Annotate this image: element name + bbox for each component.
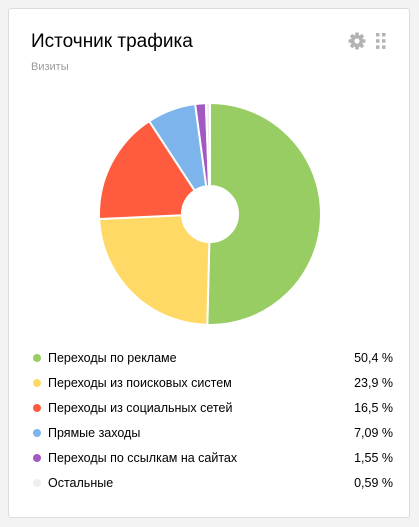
legend-label: Переходы по рекламе [48,351,177,365]
legend-swatch [33,429,41,437]
drag-grid-icon [376,33,386,49]
legend-item[interactable]: Переходы по рекламе 50,4 % [31,346,393,371]
legend-swatch [33,354,41,362]
pie-slice-5[interactable] [204,102,211,188]
legend-label: Переходы из социальных сетей [48,401,233,415]
legend-item[interactable]: Переходы из поисковых систем 23,9 % [31,371,393,396]
settings-button[interactable] [347,31,367,51]
legend-value: 1,55 % [354,451,393,465]
widget-subtitle: Визиты [31,61,69,73]
legend-value: 7,09 % [354,426,393,440]
legend-label: Переходы из поисковых систем [48,376,232,390]
widget-title: Источник трафика [31,31,193,52]
drag-handle[interactable] [375,31,387,51]
legend-item[interactable]: Переходы по ссылкам на сайтах 1,55 % [31,446,393,471]
legend-item[interactable]: Остальные 0,59 % [31,471,393,496]
legend-label: Переходы по ссылкам на сайтах [48,451,238,465]
legend-item[interactable]: Прямые заходы 7,09 % [31,421,393,446]
legend-value: 50,4 % [354,351,393,365]
pie-chart [98,102,322,326]
chart-legend: Переходы по рекламе 50,4 % Переходы из пои… [31,346,393,496]
pie-slice-2[interactable] [98,120,196,221]
traffic-source-widget: Источник трафика Визиты [8,8,410,518]
legend-value: 23,9 % [354,376,393,390]
pie-slice-1[interactable] [98,214,211,326]
legend-swatch [33,379,41,387]
legend-swatch [33,404,41,412]
legend-label: Остальные [48,476,114,490]
legend-value: 0,59 % [354,476,393,490]
legend-swatch [33,454,41,462]
legend-swatch [33,479,41,487]
legend-label: Прямые заходы [48,426,141,440]
pie-slice-0[interactable] [206,102,322,326]
legend-item[interactable]: Переходы из социальных сетей 16,5 % [31,396,393,421]
legend-value: 16,5 % [354,401,393,415]
gear-icon [348,32,366,50]
